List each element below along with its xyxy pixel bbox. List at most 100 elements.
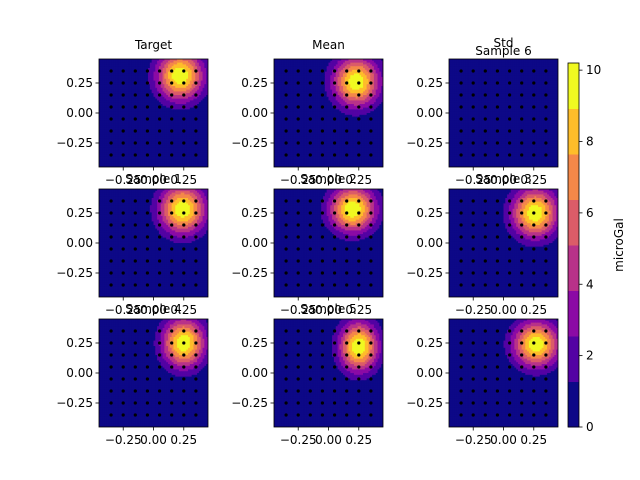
- station-dot: [345, 211, 349, 215]
- station-dot: [544, 283, 548, 287]
- station-dot: [532, 413, 536, 417]
- station-dot: [320, 401, 324, 405]
- station-dot: [495, 329, 499, 333]
- x-tick-label: −0.25: [105, 173, 142, 187]
- x-tick-label: 0.00: [490, 303, 517, 317]
- station-dot: [345, 259, 349, 263]
- station-dot: [284, 341, 288, 345]
- station-dot: [296, 199, 300, 203]
- station-dot: [459, 389, 463, 393]
- station-dot: [369, 93, 373, 97]
- station-dot: [182, 117, 186, 121]
- station-dot: [170, 235, 174, 239]
- panel-title: Sample 2: [300, 172, 356, 186]
- station-dot: [158, 211, 162, 215]
- station-dot: [296, 377, 300, 381]
- station-dot: [296, 365, 300, 369]
- station-dot: [532, 199, 536, 203]
- station-dot: [369, 271, 373, 275]
- station-dot: [284, 353, 288, 357]
- station-dot: [133, 199, 137, 203]
- station-dot: [357, 329, 361, 333]
- station-dot: [520, 413, 524, 417]
- station-dot: [369, 141, 373, 145]
- station-dot: [345, 129, 349, 133]
- station-dot: [544, 211, 548, 215]
- station-dot: [170, 69, 174, 73]
- station-dot: [182, 93, 186, 97]
- station-dot: [145, 365, 149, 369]
- station-dot: [194, 283, 198, 287]
- station-dot: [194, 69, 198, 73]
- station-dot: [145, 235, 149, 239]
- station-dot: [369, 153, 373, 157]
- station-dot: [320, 389, 324, 393]
- station-dot: [284, 105, 288, 109]
- station-dot: [170, 129, 174, 133]
- station-dot: [158, 259, 162, 263]
- station-dot: [109, 141, 113, 145]
- station-dot: [483, 223, 487, 227]
- station-dot: [345, 247, 349, 251]
- station-dot: [194, 341, 198, 345]
- station-dot: [121, 353, 125, 357]
- station-dot: [544, 247, 548, 251]
- y-tick-label: −0.25: [406, 136, 443, 150]
- station-dot: [158, 141, 162, 145]
- station-dot: [308, 271, 312, 275]
- station-dot: [495, 247, 499, 251]
- station-dot: [357, 247, 361, 251]
- station-dot: [508, 211, 512, 215]
- station-dot: [284, 141, 288, 145]
- station-dot: [296, 211, 300, 215]
- station-dot: [158, 365, 162, 369]
- station-dot: [459, 81, 463, 85]
- station-dot: [296, 153, 300, 157]
- station-dot: [296, 401, 300, 405]
- station-dot: [459, 271, 463, 275]
- station-dot: [544, 81, 548, 85]
- station-dot: [320, 283, 324, 287]
- station-dot: [170, 223, 174, 227]
- station-dot: [459, 153, 463, 157]
- station-dot: [357, 271, 361, 275]
- y-tick-label: 0.00: [66, 236, 93, 250]
- station-dot: [194, 413, 198, 417]
- colorbar-tick-label: 2: [586, 349, 594, 363]
- station-dot: [369, 105, 373, 109]
- station-dot: [369, 341, 373, 345]
- station-dot: [369, 117, 373, 121]
- station-dot: [483, 153, 487, 157]
- station-dot: [194, 365, 198, 369]
- x-tick-label: 0.25: [345, 303, 372, 317]
- station-dot: [532, 259, 536, 263]
- station-dot: [145, 283, 149, 287]
- station-dot: [508, 223, 512, 227]
- station-dot: [471, 141, 475, 145]
- station-dot: [544, 353, 548, 357]
- station-dot: [520, 117, 524, 121]
- station-dot: [158, 283, 162, 287]
- station-dot: [532, 105, 536, 109]
- station-dot: [532, 93, 536, 97]
- station-dot: [133, 117, 137, 121]
- station-dot: [308, 129, 312, 133]
- station-dot: [170, 329, 174, 333]
- station-dot: [133, 271, 137, 275]
- station-dot: [495, 211, 499, 215]
- station-dot: [158, 129, 162, 133]
- station-dot: [320, 223, 324, 227]
- station-dot: [459, 353, 463, 357]
- station-dot: [109, 211, 113, 215]
- station-dot: [296, 341, 300, 345]
- station-dot: [194, 117, 198, 121]
- station-dot: [345, 141, 349, 145]
- station-dot: [320, 81, 324, 85]
- x-tick-label: −0.25: [280, 433, 317, 447]
- station-dot: [345, 401, 349, 405]
- station-dot: [182, 401, 186, 405]
- x-tick-label: −0.25: [455, 173, 492, 187]
